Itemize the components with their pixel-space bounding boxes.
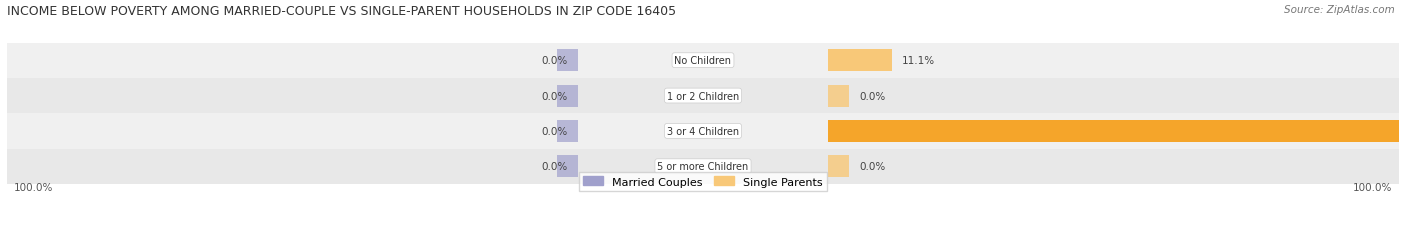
- Text: 100.0%: 100.0%: [14, 183, 53, 193]
- Bar: [557, 85, 578, 107]
- Bar: [557, 50, 578, 72]
- Text: 0.0%: 0.0%: [541, 91, 567, 101]
- Text: 5 or more Children: 5 or more Children: [658, 161, 748, 172]
- Bar: [557, 120, 578, 142]
- Text: INCOME BELOW POVERTY AMONG MARRIED-COUPLE VS SINGLE-PARENT HOUSEHOLDS IN ZIP COD: INCOME BELOW POVERTY AMONG MARRIED-COUPL…: [7, 5, 676, 18]
- Bar: [557, 156, 578, 177]
- Text: 100.0%: 100.0%: [1353, 183, 1392, 193]
- Text: 1 or 2 Children: 1 or 2 Children: [666, 91, 740, 101]
- Text: 0.0%: 0.0%: [541, 56, 567, 66]
- Bar: [828, 50, 891, 72]
- Text: 0.0%: 0.0%: [541, 126, 567, 136]
- Legend: Married Couples, Single Parents: Married Couples, Single Parents: [579, 172, 827, 191]
- Bar: [828, 156, 849, 177]
- Bar: [7, 149, 1399, 184]
- Text: 3 or 4 Children: 3 or 4 Children: [666, 126, 740, 136]
- Bar: [7, 79, 1399, 114]
- Text: 0.0%: 0.0%: [541, 161, 567, 172]
- Bar: [7, 43, 1399, 79]
- Bar: [7, 114, 1399, 149]
- Bar: [828, 85, 849, 107]
- Text: Source: ZipAtlas.com: Source: ZipAtlas.com: [1284, 5, 1395, 15]
- Bar: [828, 120, 1399, 142]
- Text: 0.0%: 0.0%: [859, 91, 886, 101]
- Text: No Children: No Children: [675, 56, 731, 66]
- Text: 0.0%: 0.0%: [859, 161, 886, 172]
- Text: 11.1%: 11.1%: [903, 56, 935, 66]
